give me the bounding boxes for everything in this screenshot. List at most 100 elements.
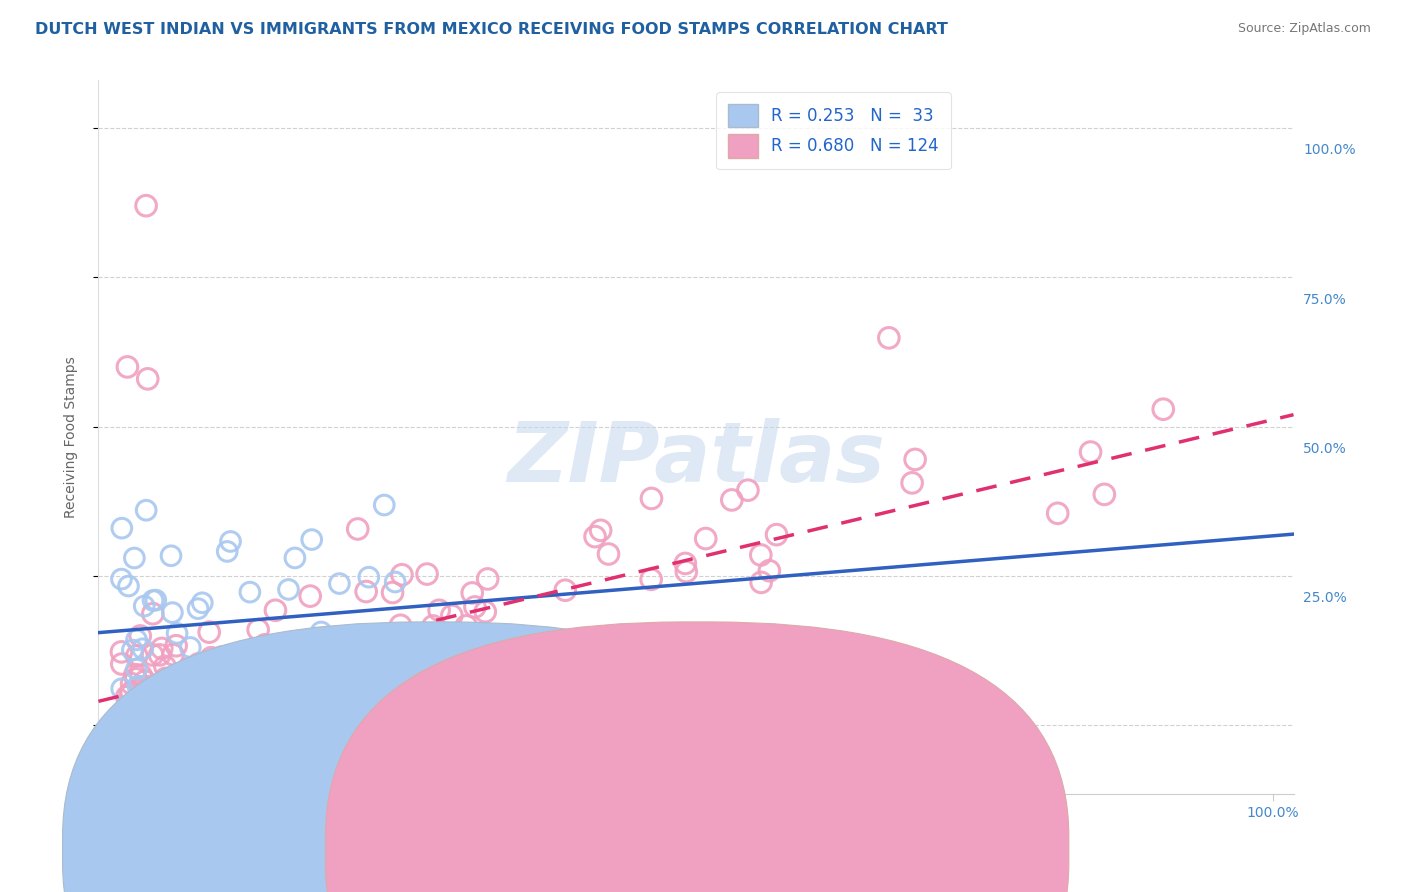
Point: [120, 688, 142, 702]
Point: [198, 739, 221, 753]
Point: [187, 701, 209, 715]
Point: [131, 641, 153, 656]
Point: [246, 679, 269, 693]
Point: [125, 632, 148, 647]
Point: [328, 576, 350, 591]
Point: [901, 475, 924, 490]
Point: [145, 593, 167, 607]
Text: DUTCH WEST INDIAN VS IMMIGRANTS FROM MEXICO RECEIVING FOOD STAMPS CORRELATION CH: DUTCH WEST INDIAN VS IMMIGRANTS FROM MEX…: [35, 22, 948, 37]
Point: [125, 662, 148, 676]
Point: [461, 586, 484, 600]
Point: [138, 708, 160, 723]
Point: [148, 713, 170, 727]
Point: [110, 744, 132, 758]
Point: [589, 524, 612, 538]
Point: [169, 716, 191, 731]
Point: [162, 648, 184, 662]
Point: [110, 709, 132, 723]
Point: [219, 534, 242, 549]
Point: [1046, 506, 1069, 520]
Point: [456, 619, 478, 633]
Point: [191, 596, 214, 610]
Point: [464, 599, 486, 614]
Point: [136, 372, 159, 386]
Point: [554, 583, 576, 598]
Point: [115, 690, 138, 704]
FancyBboxPatch shape: [63, 622, 806, 892]
Point: [129, 668, 152, 682]
Point: [259, 707, 281, 722]
Point: [187, 601, 209, 615]
Point: [108, 719, 131, 733]
Point: [1152, 402, 1174, 417]
Point: [136, 690, 159, 704]
Point: [309, 624, 332, 639]
Point: [357, 570, 380, 584]
Point: [640, 572, 662, 586]
Point: [163, 703, 186, 717]
Point: [111, 521, 134, 535]
Point: [283, 695, 305, 709]
FancyBboxPatch shape: [326, 622, 1069, 892]
Point: [321, 658, 343, 673]
Point: [153, 659, 176, 673]
Point: [149, 648, 172, 662]
Point: [749, 575, 772, 590]
Point: [131, 681, 153, 696]
Point: [381, 585, 404, 599]
Point: [301, 533, 323, 547]
Point: [132, 706, 155, 721]
Point: [134, 599, 156, 613]
Point: [309, 632, 332, 646]
Point: [598, 547, 620, 561]
Point: [129, 629, 152, 643]
Point: [440, 608, 463, 623]
Legend: R = 0.253   N =  33, R = 0.680   N = 124: R = 0.253 N = 33, R = 0.680 N = 124: [716, 92, 950, 169]
Point: [121, 725, 143, 739]
Point: [197, 688, 219, 702]
Point: [111, 657, 134, 671]
Point: [374, 652, 396, 666]
Point: [477, 572, 499, 586]
Point: [673, 557, 696, 571]
Point: [218, 763, 240, 777]
Point: [111, 681, 134, 696]
Point: [142, 731, 165, 745]
Point: [135, 503, 157, 517]
Point: [765, 527, 787, 541]
Point: [162, 717, 184, 731]
Point: [346, 522, 368, 536]
Point: [166, 626, 188, 640]
Point: [117, 359, 139, 374]
Point: [242, 645, 264, 659]
Point: [117, 579, 139, 593]
Point: [141, 766, 163, 780]
Point: [125, 672, 148, 686]
Point: [389, 618, 412, 632]
Point: [138, 720, 160, 734]
Point: [211, 650, 233, 665]
Point: [277, 582, 299, 597]
Point: [299, 589, 322, 603]
Point: [373, 498, 395, 512]
Point: [165, 639, 187, 653]
Point: [110, 734, 132, 748]
Point: [205, 707, 228, 722]
Point: [256, 684, 278, 698]
Point: [120, 685, 142, 699]
Text: Immigrants from Mexico: Immigrants from Mexico: [717, 842, 896, 857]
Point: [217, 544, 239, 558]
Point: [117, 705, 139, 719]
Point: [695, 532, 717, 546]
Point: [142, 607, 165, 621]
Point: [110, 572, 132, 586]
Point: [121, 676, 143, 690]
Point: [160, 549, 183, 563]
Point: [354, 584, 377, 599]
Point: [121, 643, 143, 657]
Point: [150, 641, 173, 656]
Point: [394, 639, 416, 653]
Point: [176, 696, 198, 710]
Point: [253, 638, 276, 652]
Point: [391, 567, 413, 582]
